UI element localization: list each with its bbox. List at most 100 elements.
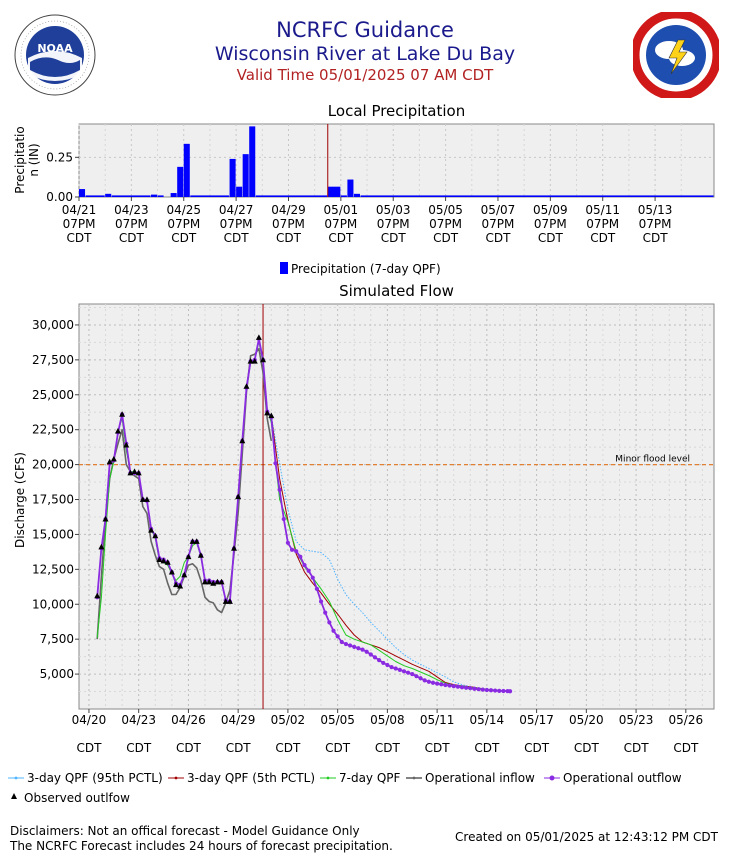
outflow-point [493, 688, 498, 693]
flow-xtick-tz: CDT [76, 741, 102, 755]
observed-outflow-point [143, 496, 150, 502]
outflow-point [285, 540, 291, 545]
precip-xtick-time: 07PM [115, 217, 148, 231]
disclaimer: Disclaimers: Not an offical forecast - M… [10, 824, 393, 854]
observed-outflow-point [168, 568, 175, 575]
precip-bar [249, 126, 256, 197]
flow-xtick-date: 05/08 [370, 713, 405, 727]
precip-bar [79, 189, 86, 197]
outflow-point [376, 658, 382, 663]
precip-bar [105, 193, 112, 197]
outflow-point [306, 568, 311, 573]
disclaimer-line-1: Disclaimers: Not an offical forecast - M… [10, 824, 360, 838]
flow-ytick-label: 25,000 [32, 388, 74, 402]
outflow-point [443, 682, 448, 688]
flow-xtick-tz: CDT [474, 741, 500, 755]
observed-outflow-point [226, 598, 233, 604]
outflow-point [418, 676, 423, 681]
precip-bar [111, 195, 151, 197]
precip-bar [85, 195, 105, 197]
flow-xtick-date: 05/02 [271, 713, 306, 727]
flow-ytick-label: 5,000 [40, 667, 74, 681]
precip-xtick-tz: CDT [119, 231, 145, 245]
precip-xtick-tz: CDT [224, 231, 250, 245]
precip-bar [229, 158, 236, 197]
legend-label: 3-day QPF (95th PCTL) [27, 771, 163, 785]
outflow-point [356, 646, 361, 651]
flow-xtick-tz: CDT [673, 741, 699, 755]
precip-xtick-time: 07PM [534, 217, 567, 231]
observed-outflow-point [123, 441, 130, 448]
outflow-point [372, 655, 378, 660]
flow-xtick-date: 05/20 [569, 713, 604, 727]
outflow-point [439, 682, 444, 687]
observed-outflow-point [189, 538, 196, 544]
legend-label: 7-day QPF [339, 771, 401, 785]
outflow-point [273, 461, 278, 466]
precip-xtick-tz: CDT [643, 231, 669, 245]
outflow-point [360, 647, 365, 652]
precip-bar [183, 143, 190, 197]
observed-outflow-point [255, 334, 262, 340]
outflow-point [298, 554, 303, 559]
flow-ylabel: Discharge (CFS) [13, 452, 27, 548]
precip-ytick-label: 0.25 [46, 150, 73, 164]
outflow-point [294, 549, 299, 554]
flow-xtick-tz: CDT [624, 741, 650, 755]
observed-outflow-point [152, 532, 159, 539]
flow-xtick-tz: CDT [375, 741, 401, 755]
observed-outflow-point [260, 356, 267, 363]
outflow-point [381, 660, 386, 666]
precip-xtick-date: 05/13 [638, 203, 673, 217]
outflow-point [347, 643, 353, 648]
observed-outflow-point [139, 496, 146, 502]
outflow-point [426, 679, 431, 684]
legend-marker-dot [14, 776, 18, 780]
outflow-point [289, 547, 295, 552]
outflow-point [385, 662, 390, 668]
outflow-point [464, 685, 469, 690]
flow-xtick-tz: CDT [275, 741, 301, 755]
outflow-point [484, 687, 489, 693]
precip-xtick-date: 04/25 [166, 203, 201, 217]
flow-xtick-tz: CDT [325, 741, 351, 755]
precip-ylabel-line-1: Precipitatio [13, 126, 27, 193]
observed-outflow-point [114, 427, 121, 434]
observed-outflow-point [131, 468, 138, 474]
outflow-point [430, 680, 436, 685]
outflow-point [327, 620, 332, 625]
flow-xtick-date: 05/11 [420, 713, 455, 727]
precip-xtick-date: 04/23 [114, 203, 149, 217]
flow-title: Simulated Flow [339, 282, 454, 300]
observed-outflow-point [197, 552, 204, 558]
legend-label: Observed outlfow [24, 791, 130, 805]
flow-xtick-date: 04/23 [121, 713, 156, 727]
flow-ytick-label: 30,000 [32, 318, 74, 332]
precip-bar [170, 193, 177, 197]
flow-xtick-date: 05/26 [669, 713, 704, 727]
observed-outflow-point [94, 592, 101, 599]
precip-bar [353, 193, 360, 197]
precip-xtick-time: 07PM [482, 217, 515, 231]
flow-ytick-label: 10,000 [32, 597, 74, 611]
precip-xtick-tz: CDT [171, 231, 197, 245]
noaa-logo: NOAA [14, 14, 96, 96]
precip-xtick-tz: CDT [485, 231, 511, 245]
outflow-point [472, 686, 477, 691]
precip-xtick-date: 04/21 [62, 203, 97, 217]
flow-xtick-date: 05/23 [619, 713, 654, 727]
outflow-point [480, 687, 485, 692]
outflow-point [488, 688, 494, 693]
precip-xtick-tz: CDT [538, 231, 564, 245]
precip-xtick-time: 07PM [377, 217, 410, 231]
flow-ytick-label: 27,500 [32, 353, 74, 367]
flow-xtick-date: 04/20 [72, 713, 107, 727]
precip-xtick-date: 05/11 [585, 203, 620, 217]
precip-bar [242, 154, 249, 197]
observed-outflow-point [110, 455, 117, 462]
observed-outflow-point [251, 358, 258, 364]
observed-outflow-point [156, 556, 163, 562]
outflow-point [393, 666, 398, 671]
outflow-point [343, 641, 349, 647]
outflow-point [459, 685, 465, 690]
